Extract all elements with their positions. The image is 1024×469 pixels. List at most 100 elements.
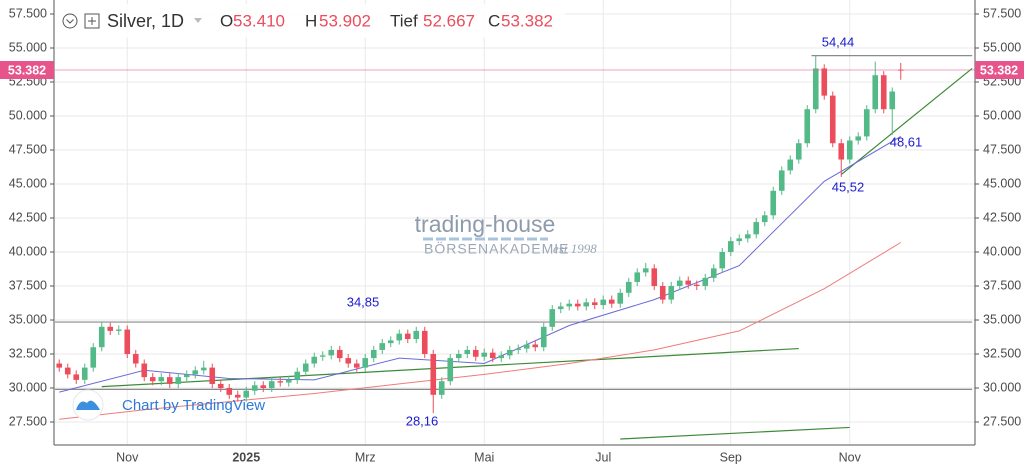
candle-body [668, 286, 675, 300]
price-label: 53.382 [980, 63, 1018, 77]
candle-body [617, 292, 624, 304]
candle-body [362, 358, 369, 368]
candle-body [234, 394, 241, 398]
candle-body [294, 371, 301, 380]
y-tick-label: 27.500 [9, 414, 47, 428]
candle-body [396, 333, 403, 341]
candle-body [115, 329, 122, 331]
price-label: 53.382 [8, 63, 46, 77]
candle-body [175, 377, 182, 384]
candle-body [285, 379, 292, 383]
candle-body [260, 385, 267, 389]
x-tick-label: Nov [839, 450, 862, 464]
y-tick-label: 32.500 [9, 346, 47, 360]
ohlc-name: C [488, 11, 500, 30]
candle-body [702, 277, 709, 287]
candle-body [379, 343, 386, 350]
candle-body [404, 333, 411, 340]
candle-body [829, 95, 836, 144]
candle-body [753, 222, 760, 235]
candle-body [438, 381, 445, 395]
candle-body [107, 326, 114, 331]
compare-icon[interactable] [84, 13, 100, 29]
candle-body [693, 284, 700, 287]
candle-body [795, 143, 802, 160]
collapse-chevron [66, 19, 74, 24]
x-tick-label: Nov [116, 450, 139, 464]
candle-body [149, 377, 156, 382]
y-tick-label: 40.000 [9, 244, 47, 258]
candle-body [532, 344, 539, 348]
candle-body [778, 170, 785, 191]
ohlc-value: 52.667 [423, 11, 475, 30]
candle-body [821, 68, 828, 96]
candle-body [659, 286, 666, 300]
watermark-sub: BÖRSENAKADEMIE [424, 240, 569, 257]
candle-body [98, 326, 105, 348]
candle-body [727, 241, 734, 253]
x-tick-label: Mrz [355, 450, 376, 464]
candle-body [345, 358, 352, 364]
candle-body [761, 215, 768, 223]
candle-body [447, 358, 454, 382]
candle-body [600, 299, 607, 306]
y-tick-label: 57.500 [9, 6, 47, 20]
candle-body [311, 356, 318, 364]
candle-body [744, 234, 751, 239]
header: Silver, 1D [55, 4, 565, 38]
annotation: 45,52 [832, 179, 865, 194]
symbol-title[interactable]: Silver, 1D [107, 11, 184, 31]
y-tick-label: 57.500 [983, 6, 1021, 20]
candle-body [336, 349, 343, 359]
candle-body [804, 109, 811, 144]
candle-body [549, 309, 556, 327]
y-tick-label: 35.000 [9, 312, 47, 326]
x-tick-label: Jul [595, 450, 611, 464]
credit-text[interactable]: Chart by TradingView [122, 397, 265, 414]
candle-body [540, 326, 547, 348]
candle-body [455, 354, 462, 359]
y-tick-label: 35.000 [983, 312, 1021, 326]
dropdown-arrow[interactable] [194, 18, 202, 23]
header-bg [55, 4, 565, 38]
candle-body [464, 349, 471, 355]
candle-body [319, 355, 326, 357]
candle-body [557, 306, 564, 310]
y-tick-label: 32.500 [983, 346, 1021, 360]
candle-body [481, 352, 488, 357]
candle-body [634, 272, 641, 282]
y-tick-label: 50.000 [9, 108, 47, 122]
candle-body [56, 363, 63, 368]
candle-body [770, 190, 777, 216]
y-tick-label: 55.000 [9, 40, 47, 54]
candle-body [132, 354, 139, 364]
candle-body [608, 299, 615, 304]
watermark-since: est 1998 [553, 241, 597, 256]
candle-body [574, 303, 581, 307]
candle-body [277, 381, 284, 383]
candle-body [64, 367, 71, 375]
candle-body [863, 109, 870, 137]
collapse-icon[interactable] [62, 13, 78, 29]
candle-body [124, 329, 131, 355]
y-tick-label: 30.000 [983, 380, 1021, 394]
watermark-brand: trading-house [415, 211, 556, 237]
candle-body [651, 268, 658, 287]
candle-body [141, 363, 148, 378]
x-tick-label: Sep [720, 450, 742, 464]
candle-body [226, 388, 233, 395]
candle-body [710, 268, 717, 278]
candle-body [872, 75, 879, 110]
candle-body [421, 330, 428, 355]
y-tick-label: 42.500 [983, 210, 1021, 224]
y-tick-label: 50.000 [983, 108, 1021, 122]
annotation: 28,16 [406, 413, 439, 428]
ohlc-value: 53.410 [233, 11, 285, 30]
candle-body [413, 330, 420, 340]
moving-average [59, 242, 902, 420]
price-label-bg [975, 61, 1024, 80]
ohlc-name: O [220, 11, 233, 30]
candle-body [166, 377, 173, 384]
candle-body [855, 136, 862, 141]
